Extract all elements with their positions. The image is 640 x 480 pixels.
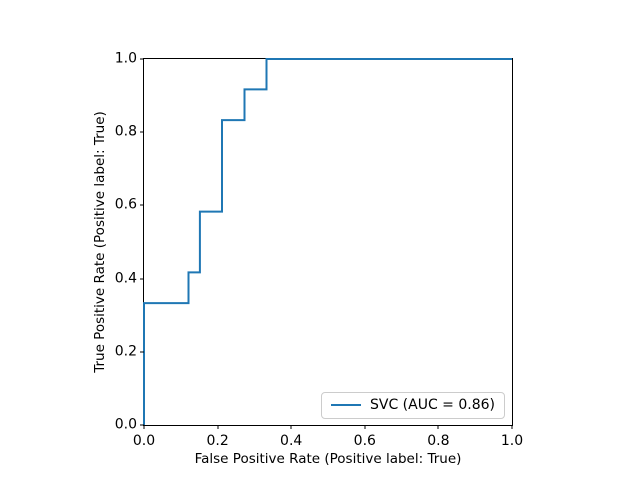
y-tick-mark (140, 424, 144, 426)
x-tick-label: 0.4 (280, 433, 303, 449)
y-tick-label: 1.0 (114, 50, 137, 67)
x-tick-label: 0.8 (427, 433, 450, 449)
y-tick-label: 0.4 (114, 269, 137, 286)
x-tick-label: 0.2 (206, 433, 229, 449)
x-tick-label: 1.0 (500, 433, 524, 449)
legend-line-swatch (330, 404, 361, 406)
x-tick-label: 0.0 (132, 433, 156, 449)
x-tick-mark (143, 425, 145, 429)
y-tick-label: 0.8 (114, 123, 137, 140)
x-tick-mark (437, 425, 439, 429)
legend-label: SVC (AUC = 0.86) (369, 397, 495, 413)
x-axis-label: False Positive Rate (Positive label: Tru… (194, 451, 462, 467)
legend: SVC (AUC = 0.86) (320, 392, 505, 419)
y-tick-label: 0.2 (114, 343, 137, 360)
roc-curve (143, 58, 512, 425)
y-tick-mark (140, 58, 144, 60)
plot-area: False Positive Rate (Positive label: Tru… (92, 50, 523, 467)
y-tick-label: 0.0 (114, 416, 137, 433)
y-tick-mark (140, 204, 144, 206)
x-tick-mark (511, 425, 513, 429)
x-tick-mark (217, 425, 219, 429)
y-axis-label: True Positive Rate (Positive label: True… (91, 111, 108, 373)
x-tick-label: 0.6 (353, 433, 376, 449)
y-tick-mark (140, 278, 144, 280)
roc-curve-line (143, 58, 512, 425)
y-tick-mark (140, 351, 144, 353)
x-tick-mark (364, 425, 366, 429)
y-tick-mark (140, 131, 144, 133)
x-tick-mark (290, 425, 292, 429)
y-tick-label: 0.6 (114, 196, 137, 213)
